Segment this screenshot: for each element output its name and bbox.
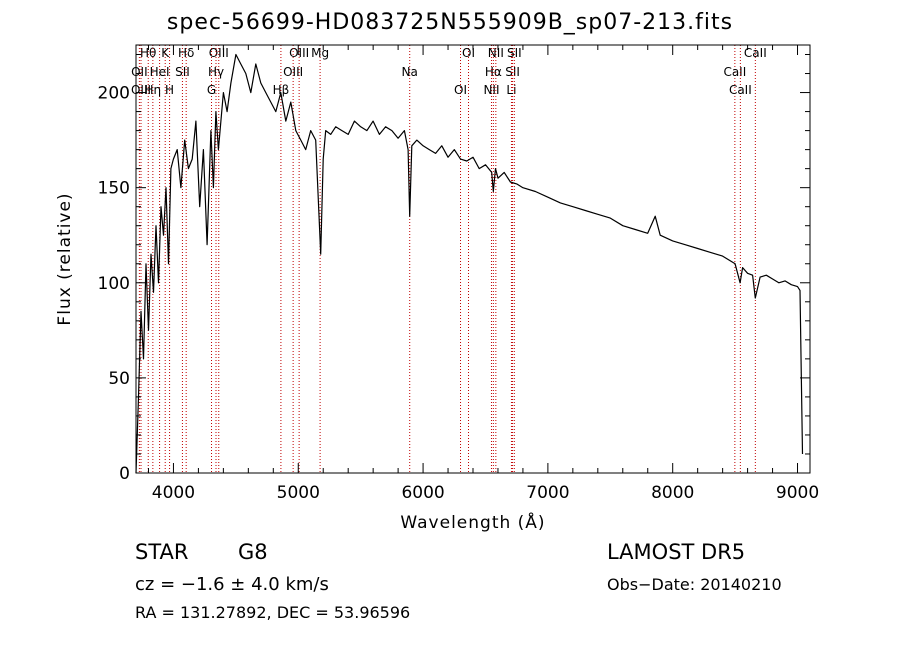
y-tick-label: 50 — [108, 369, 130, 389]
x-tick-label: 6000 — [401, 483, 444, 503]
spectrum-line — [135, 53, 804, 474]
marker-label: Mg — [311, 46, 329, 60]
y-tick-label: 150 — [98, 179, 130, 199]
y-axis-label: Flux (relative) — [55, 192, 75, 325]
object-subclass: G8 — [238, 540, 268, 564]
coordinates-readout: RA = 131.27892, DEC = 53.96596 — [135, 603, 411, 622]
marker-label: Hη — [145, 83, 162, 97]
marker-label: CaII — [744, 46, 767, 60]
x-tick-label: 7000 — [526, 483, 569, 503]
marker-label: NII — [483, 83, 499, 97]
marker-label: G — [207, 83, 216, 97]
marker-label: Hβ — [273, 83, 290, 97]
marker-label: OII — [131, 65, 148, 79]
marker-label: SII — [175, 65, 190, 79]
marker-label: H — [165, 83, 174, 97]
marker-label: Hθ — [140, 46, 156, 60]
marker-label: OI — [454, 83, 467, 97]
marker-label: Hδ — [178, 46, 194, 60]
axis-ticks: 4000 5000 6000 7000 8000 9000 0 50 100 150 200 — [98, 45, 819, 503]
plot-frame — [135, 44, 811, 474]
observation-date: Obs−Date: 20140210 — [607, 575, 782, 594]
survey-name: LAMOST DR5 — [607, 540, 746, 564]
y-tick-label: 100 — [98, 274, 130, 294]
marker-label: OI — [462, 46, 475, 60]
marker-label: NII — [488, 46, 504, 60]
marker-label: HeI — [150, 65, 170, 79]
velocity-readout: cz = −1.6 ± 4.0 km/s — [135, 574, 329, 595]
x-tick-label: 9000 — [776, 483, 819, 503]
x-tick-label: 8000 — [651, 483, 694, 503]
marker-label: SII — [505, 65, 520, 79]
object-class: STAR — [135, 540, 189, 564]
y-tick-label: 0 — [119, 464, 130, 484]
axis-labels: Wavelength (Å) Flux (relative) — [55, 192, 545, 533]
marker-label: OIII — [289, 46, 309, 60]
y-tick-label: 200 — [98, 84, 130, 104]
marker-label: CaII — [723, 65, 746, 79]
marker-label: CaII — [729, 83, 752, 97]
x-tick-label: 4000 — [152, 483, 195, 503]
marker-label: SII — [507, 46, 522, 60]
spectrum-series — [135, 53, 804, 474]
marker-label: Li — [506, 83, 516, 97]
marker-label: Hγ — [208, 65, 224, 79]
chart-title: spec-56699-HD083725N555909B_sp07-213.fit… — [166, 10, 734, 35]
marker-label: K — [161, 46, 170, 60]
plot-border — [135, 44, 811, 474]
marker-label: OIII — [283, 65, 303, 79]
x-axis-label: Wavelength (Å) — [400, 511, 545, 533]
line-markers: HθOIIOIIIKHeIHηHδSIIHOIIIHγGOIIIOIIIHβMg… — [131, 45, 767, 473]
marker-label: Na — [402, 65, 418, 79]
x-tick-label: 5000 — [277, 483, 320, 503]
marker-label: Hα — [485, 65, 502, 79]
